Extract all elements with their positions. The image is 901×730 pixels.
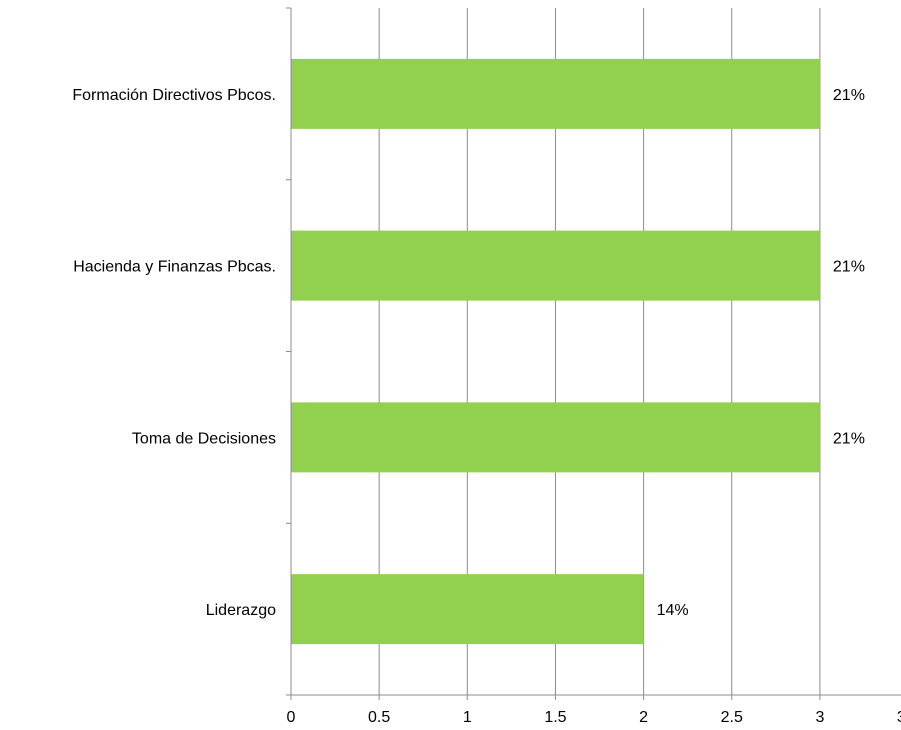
- bar-3: [291, 574, 644, 645]
- axes: [286, 7, 901, 700]
- x-tick-label-1: 0.5: [368, 709, 390, 726]
- x-tick-label-2: 1: [463, 709, 472, 726]
- x-tick-label-0: 0: [287, 709, 296, 726]
- category-label-3: Liderazgo: [206, 602, 276, 619]
- data-label-0: 21%: [833, 87, 865, 104]
- bar-0: [291, 58, 820, 129]
- bars: [291, 58, 820, 645]
- data-label-2: 21%: [833, 430, 865, 447]
- labels: 0 0.5 1 1.5 2 2.5 3 3.5 Formación Directivos Pbc…: [72, 87, 901, 726]
- x-tick-label-6: 3: [815, 709, 824, 726]
- x-tick-label-3: 1.5: [544, 709, 566, 726]
- x-tick-label-7: 3.5: [897, 709, 901, 726]
- x-tick-label-5: 2.5: [721, 709, 743, 726]
- bar-2: [291, 402, 820, 473]
- data-label-3: 14%: [657, 602, 689, 619]
- x-tick-label-4: 2: [639, 709, 648, 726]
- data-label-1: 21%: [833, 259, 865, 276]
- category-label-0: Formación Directivos Pbcos.: [72, 87, 276, 104]
- category-label-2: Toma de Decisiones: [132, 430, 276, 447]
- category-label-1: Hacienda y Finanzas Pbcas.: [73, 259, 276, 276]
- bar-1: [291, 230, 820, 301]
